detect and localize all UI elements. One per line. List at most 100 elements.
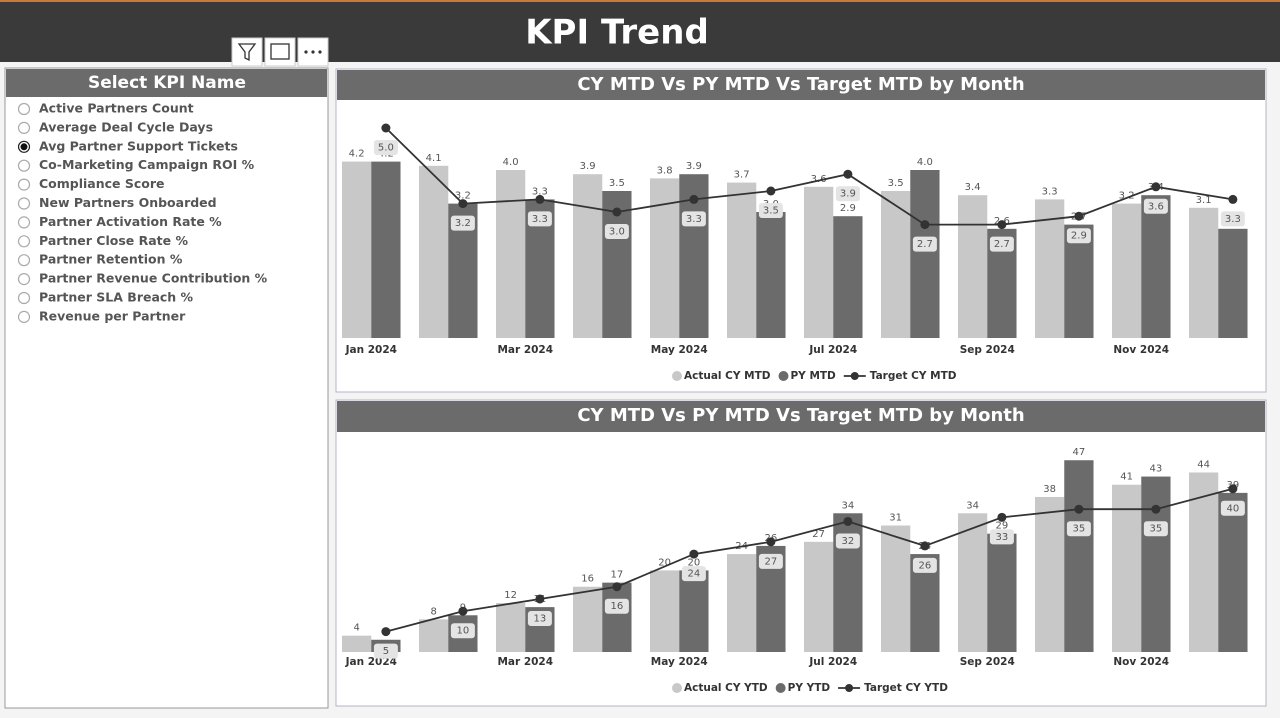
- data-label: 10: [457, 626, 470, 637]
- data-label: 24: [688, 569, 701, 580]
- radio-button[interactable]: [17, 310, 31, 323]
- more-icon[interactable]: [297, 37, 329, 67]
- data-label: 40: [1227, 503, 1240, 514]
- label-box: [1220, 211, 1245, 227]
- label-box: [1143, 198, 1168, 214]
- bar: [1189, 207, 1219, 338]
- data-label: 16: [611, 601, 624, 612]
- data-label: 29: [996, 521, 1009, 532]
- slicer-option[interactable]: Revenue per Partner: [39, 308, 186, 323]
- line-point: [843, 169, 853, 179]
- bar: [1189, 472, 1219, 652]
- label-box: [450, 623, 475, 639]
- legend-label: Target CY MTD: [870, 370, 957, 382]
- slicer-option[interactable]: New Partners Onboarded: [39, 195, 217, 210]
- bar: [1112, 203, 1142, 338]
- radio-dot: [20, 143, 28, 151]
- legend-marker: [845, 684, 854, 692]
- label-box: [1143, 521, 1168, 537]
- bar: [756, 212, 786, 338]
- radio-button[interactable]: [17, 159, 31, 172]
- radio-button[interactable]: [17, 121, 31, 135]
- slicer-option[interactable]: Compliance Score: [39, 176, 165, 191]
- line-point: [612, 582, 622, 592]
- bar: [1141, 195, 1171, 338]
- x-tick-label: Jan 2024: [345, 344, 397, 356]
- bar: [833, 216, 863, 338]
- radio-button[interactable]: [17, 254, 31, 267]
- focus-icon[interactable]: [264, 37, 296, 67]
- bar: [419, 619, 449, 652]
- line-point: [920, 541, 930, 551]
- data-label: 12: [504, 590, 517, 601]
- legend-marker: [672, 683, 682, 693]
- radio-button[interactable]: [17, 235, 31, 248]
- line-point: [766, 537, 776, 547]
- data-label: 2.9: [1071, 231, 1087, 242]
- label-box: [989, 529, 1014, 545]
- x-tick-label: Sep 2024: [960, 344, 1015, 356]
- slicer-option[interactable]: Partner SLA Breach %: [39, 290, 194, 305]
- chart-title-bar: [337, 401, 1265, 432]
- label-box: [835, 533, 860, 549]
- radio-button[interactable]: [17, 273, 31, 286]
- x-tick-label: Mar 2024: [497, 344, 553, 356]
- data-label: 27: [765, 556, 778, 567]
- line-point: [1151, 504, 1161, 514]
- data-label: 2.7: [917, 239, 933, 250]
- bar: [1218, 492, 1248, 652]
- slicer-panel: [4, 67, 329, 709]
- label-box: [1066, 228, 1091, 244]
- slicer-option[interactable]: Partner Revenue Contribution %: [39, 271, 268, 286]
- data-label: 33: [996, 532, 1009, 543]
- slicer-option[interactable]: Partner Retention %: [39, 252, 183, 267]
- x-tick-label: Jul 2024: [808, 344, 857, 356]
- page-title: KPI Trend: [525, 13, 709, 53]
- line-point: [1074, 211, 1084, 221]
- chart-title: CY MTD Vs PY MTD Vs Target MTD by Month: [577, 74, 1024, 95]
- chart-panel: [335, 68, 1267, 393]
- visual-header-icons[interactable]: [231, 37, 329, 67]
- data-label: 3.9: [840, 189, 856, 200]
- data-label: 27: [812, 529, 825, 540]
- label-box: [373, 140, 398, 155]
- radio-button[interactable]: [17, 178, 31, 191]
- slicer-option[interactable]: Average Deal Cycle Days: [39, 119, 213, 134]
- radio-button[interactable]: [17, 102, 31, 116]
- radio-button[interactable]: [17, 197, 31, 210]
- bar: [881, 191, 911, 338]
- line-point: [1151, 182, 1161, 192]
- label-box: [989, 236, 1014, 252]
- radio-button[interactable]: [17, 216, 31, 229]
- radio-button[interactable]: [17, 291, 31, 305]
- bar: [342, 161, 372, 338]
- label-box: [604, 224, 629, 239]
- slicer-option[interactable]: Partner Activation Rate %: [39, 214, 222, 229]
- filter-icon[interactable]: [231, 37, 263, 67]
- bar: [804, 186, 834, 338]
- slicer-option[interactable]: Co-Marketing Campaign ROI %: [39, 157, 255, 172]
- slicer-option[interactable]: Active Partners Count: [39, 101, 194, 116]
- data-label: 17: [611, 570, 624, 581]
- line-point: [1074, 504, 1084, 514]
- slicer-option[interactable]: Avg Partner Support Tickets: [39, 138, 238, 153]
- x-tick-label: Jul 2024: [808, 656, 857, 668]
- chart-title-bar: [337, 70, 1265, 100]
- data-label: 3.7: [734, 170, 750, 181]
- label-box: [835, 186, 860, 202]
- data-label: 34: [966, 500, 979, 511]
- data-label: 3.8: [657, 165, 673, 176]
- bar: [573, 586, 603, 652]
- x-tick-label: Sep 2024: [960, 656, 1015, 668]
- header-bar: [0, 0, 1280, 62]
- data-label: 3.3: [686, 214, 702, 225]
- bar: [987, 533, 1017, 652]
- slicer-option[interactable]: Partner Close Rate %: [39, 233, 188, 248]
- legend-label: Target CY YTD: [864, 682, 948, 694]
- bar: [679, 570, 709, 652]
- dot: [304, 50, 308, 54]
- line-point: [920, 220, 930, 230]
- data-label: 47: [1073, 447, 1086, 458]
- data-label: 8: [430, 606, 436, 617]
